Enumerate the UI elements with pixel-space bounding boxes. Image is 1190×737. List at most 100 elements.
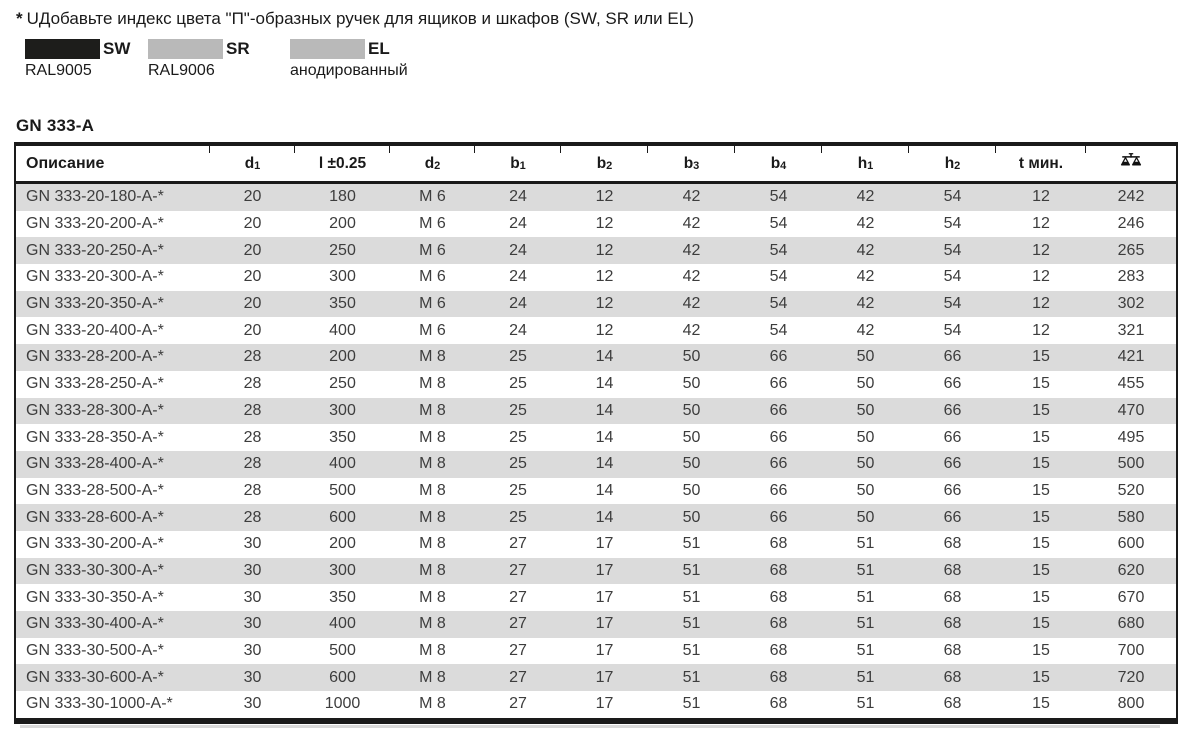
table-row: GN 333-30-1000-A-* 30 1000 M 8 27 17 51 68 51 68 1… xyxy=(15,691,1177,721)
dimension-value: 12 xyxy=(1032,295,1050,313)
dimension-value: 15 xyxy=(1032,428,1050,446)
dimension-value: 54 xyxy=(769,188,788,206)
dimension-value: 50 xyxy=(682,481,701,499)
table-row: GN 333-28-200-A-* 28 200 M 8 25 14 50 66 50 66 15 4… xyxy=(15,344,1177,371)
dimension-value: 17 xyxy=(595,695,614,713)
dimension-value: 25 xyxy=(509,508,527,526)
dimension-value: M 8 xyxy=(419,561,446,579)
dimension-value: M 8 xyxy=(419,348,446,366)
dimension-value: 495 xyxy=(1117,428,1145,446)
dimension-value: M 8 xyxy=(419,455,446,473)
dimension-value: 68 xyxy=(769,695,788,713)
color-swatch-sw xyxy=(25,39,100,59)
table-body: GN 333-20-180-A-* 20 180 M 6 24 12 42 54 42 54 12 2… xyxy=(15,182,1177,721)
dimension-value: 670 xyxy=(1117,588,1145,606)
dimension-value: 68 xyxy=(943,535,962,553)
footnote-text: UДобавьте индекс цвета "П"-образных руче… xyxy=(26,9,694,28)
dimension-value: 66 xyxy=(943,428,962,446)
dimension-value: 470 xyxy=(1117,401,1145,419)
dimension-value: 68 xyxy=(769,561,788,579)
dimension-value: 200 xyxy=(329,348,356,366)
dimension-value: 50 xyxy=(682,508,701,526)
dimension-value: 400 xyxy=(329,321,356,339)
dimension-value: 14 xyxy=(595,348,614,366)
dimension-value: 51 xyxy=(682,695,701,713)
column-header-d1: d1 xyxy=(209,144,295,184)
dimension-value: M 8 xyxy=(419,508,446,526)
column-header-b3: b3 xyxy=(647,144,735,184)
dimension-value: 68 xyxy=(769,668,788,686)
color-description: RAL9006 xyxy=(148,62,215,79)
dimension-value: 600 xyxy=(1117,535,1145,553)
table-row: GN 333-28-300-A-* 28 300 M 8 25 14 50 66 50 66 15 4… xyxy=(15,397,1177,425)
dimension-value: 12 xyxy=(595,321,614,339)
dimension-value: 68 xyxy=(769,615,788,633)
table-row: GN 333-30-300-A-* 30 300 M 8 27 17 51 68 51 68 15 6… xyxy=(15,557,1177,585)
dimension-value: 66 xyxy=(769,508,788,526)
table-row: GN 333-28-400-A-* 28 400 M 8 25 14 50 66 50 66 15 5… xyxy=(15,450,1177,478)
dimension-value: 27 xyxy=(509,561,527,579)
dimension-value: M 8 xyxy=(419,375,446,393)
dimension-value: 50 xyxy=(856,455,875,473)
dimension-value: 20 xyxy=(243,321,262,339)
dimension-value: 50 xyxy=(682,401,701,419)
dimension-value: 25 xyxy=(509,455,527,473)
dimension-value: 28 xyxy=(243,428,262,446)
dimension-value: M 6 xyxy=(419,295,446,313)
dimension-value: 302 xyxy=(1117,295,1145,313)
dimension-value: 15 xyxy=(1032,481,1050,499)
dimension-value: 14 xyxy=(595,481,614,499)
dimension-value: 50 xyxy=(856,481,875,499)
dimension-value: 54 xyxy=(943,268,962,286)
dimension-value: 51 xyxy=(682,535,701,553)
dimension-value: 500 xyxy=(329,481,356,499)
part-number: GN 333-28-400-A-* xyxy=(26,455,164,473)
dimension-value: 242 xyxy=(1117,188,1145,206)
dimension-value: 24 xyxy=(509,241,527,259)
dimension-value: 14 xyxy=(595,455,614,473)
column-header-weight xyxy=(1085,144,1177,184)
dimension-value: 12 xyxy=(595,215,614,233)
color-swatch-el xyxy=(290,39,365,59)
dimension-value: 68 xyxy=(943,668,962,686)
dimension-value: 20 xyxy=(243,241,262,259)
dimension-value: 54 xyxy=(943,188,962,206)
dimension-table: Описание d1 l ±0.25 d2 b1 b2 b3 b4 h1 h2… xyxy=(14,142,1178,724)
dimension-value: 54 xyxy=(943,321,962,339)
dimension-value: 54 xyxy=(769,215,788,233)
dimension-value: 68 xyxy=(943,588,962,606)
dimension-value: M 8 xyxy=(419,588,446,606)
part-number: GN 333-28-350-A-* xyxy=(26,428,164,446)
dimension-value: 180 xyxy=(329,188,356,206)
dimension-value: 66 xyxy=(943,455,962,473)
table-row: GN 333-28-350-A-* 28 350 M 8 25 14 50 66 50 66 15 4… xyxy=(15,424,1177,451)
dimension-value: 51 xyxy=(856,668,875,686)
column-header-b1: b1 xyxy=(474,144,561,184)
dimension-value: 42 xyxy=(856,268,875,286)
dimension-value: 68 xyxy=(943,642,962,660)
dimension-value: 15 xyxy=(1032,642,1050,660)
dimension-value: 27 xyxy=(509,695,527,713)
dimension-value: 50 xyxy=(682,428,701,446)
dimension-value: 300 xyxy=(329,561,356,579)
dimension-value: M 8 xyxy=(419,401,446,419)
table-title: GN 333-A xyxy=(16,116,95,135)
part-number: GN 333-28-500-A-* xyxy=(26,481,164,499)
column-header-h2: h2 xyxy=(908,144,996,184)
dimension-value: 28 xyxy=(243,375,262,393)
dimension-value: 200 xyxy=(329,215,356,233)
dimension-value: 12 xyxy=(1032,321,1050,339)
dimension-value: M 8 xyxy=(419,642,446,660)
dimension-value: 421 xyxy=(1117,348,1145,366)
dimension-value: 42 xyxy=(682,215,701,233)
dimension-value: 15 xyxy=(1032,375,1050,393)
dimension-value: 20 xyxy=(243,215,262,233)
dimension-value: 66 xyxy=(943,401,962,419)
dimension-value: M 6 xyxy=(419,321,446,339)
dimension-value: 17 xyxy=(595,668,614,686)
part-number: GN 333-20-200-A-* xyxy=(26,215,164,233)
dimension-value: 30 xyxy=(243,642,262,660)
dimension-value: 15 xyxy=(1032,695,1050,713)
dimension-value: 27 xyxy=(509,535,527,553)
dimension-value: M 6 xyxy=(419,188,446,206)
